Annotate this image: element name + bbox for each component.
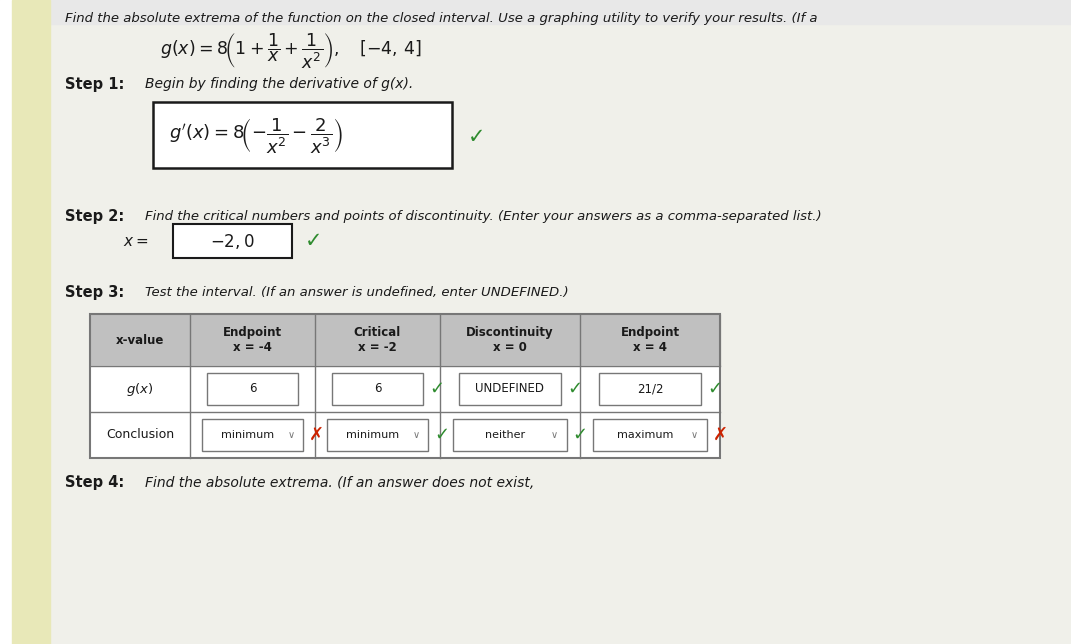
Bar <box>90 314 720 458</box>
Text: Find the absolute extrema. (If an answer does not exist,: Find the absolute extrema. (If an answer… <box>145 476 534 490</box>
FancyBboxPatch shape <box>332 373 423 405</box>
Text: ∨: ∨ <box>691 430 698 440</box>
Text: Conclusion: Conclusion <box>106 428 175 442</box>
Text: Endpoint
x = -4: Endpoint x = -4 <box>223 326 282 354</box>
Text: neither: neither <box>485 430 525 440</box>
Text: ∨: ∨ <box>552 430 558 440</box>
Text: ✗: ✗ <box>712 426 727 444</box>
Bar <box>0 0 12 644</box>
Text: Discontinuity
x = 0: Discontinuity x = 0 <box>466 326 554 354</box>
Text: $x =$: $x =$ <box>123 234 149 249</box>
Text: Critical
x = -2: Critical x = -2 <box>353 326 402 354</box>
Text: Test the interval. (If an answer is undefined, enter UNDEFINED.): Test the interval. (If an answer is unde… <box>145 285 569 299</box>
Text: Step 2:: Step 2: <box>65 209 124 223</box>
FancyBboxPatch shape <box>201 419 303 451</box>
Text: Step 4:: Step 4: <box>65 475 124 491</box>
Bar <box>90 314 720 366</box>
Text: $g'(x) = 8\!\left(-\dfrac{1}{x^2} - \dfrac{2}{x^3}\right)$: $g'(x) = 8\!\left(-\dfrac{1}{x^2} - \dfr… <box>169 115 344 155</box>
Text: 6: 6 <box>374 383 381 395</box>
Text: minimum: minimum <box>221 430 274 440</box>
Text: $g(x) = 8\!\left(1 + \dfrac{1}{x} + \dfrac{1}{x^2}\right),\quad [-4,\,4]$: $g(x) = 8\!\left(1 + \dfrac{1}{x} + \dfr… <box>160 30 422 70</box>
Text: ✓: ✓ <box>434 426 450 444</box>
Text: 21/2: 21/2 <box>637 383 663 395</box>
FancyBboxPatch shape <box>593 419 707 451</box>
Text: ∨: ∨ <box>412 430 420 440</box>
Text: UNDEFINED: UNDEFINED <box>476 383 544 395</box>
Text: $g(x)$: $g(x)$ <box>126 381 154 397</box>
Text: maximum: maximum <box>617 430 674 440</box>
Text: ✓: ✓ <box>305 231 322 251</box>
FancyBboxPatch shape <box>174 224 292 258</box>
Text: ✓: ✓ <box>429 380 444 398</box>
Text: ✓: ✓ <box>468 127 485 147</box>
Bar <box>90 366 720 412</box>
FancyBboxPatch shape <box>459 373 561 405</box>
FancyBboxPatch shape <box>327 419 428 451</box>
Text: ∨: ∨ <box>288 430 295 440</box>
Text: x-value: x-value <box>116 334 164 346</box>
Text: Find the critical numbers and points of discontinuity. (Enter your answers as a : Find the critical numbers and points of … <box>145 209 821 222</box>
Text: 6: 6 <box>248 383 256 395</box>
Text: ✗: ✗ <box>310 426 325 444</box>
Bar <box>0 0 1071 24</box>
Text: Step 1:: Step 1: <box>65 77 124 91</box>
FancyBboxPatch shape <box>207 373 298 405</box>
FancyBboxPatch shape <box>453 419 567 451</box>
FancyBboxPatch shape <box>599 373 702 405</box>
Text: ✓: ✓ <box>573 426 588 444</box>
Text: $-2,0$: $-2,0$ <box>210 231 255 251</box>
Text: Endpoint
x = 4: Endpoint x = 4 <box>620 326 680 354</box>
Text: ✓: ✓ <box>567 380 583 398</box>
Text: Find the absolute extrema of the function on the closed interval. Use a graphing: Find the absolute extrema of the functio… <box>65 12 817 24</box>
Text: minimum: minimum <box>346 430 399 440</box>
Text: Begin by finding the derivative of g(x).: Begin by finding the derivative of g(x). <box>145 77 413 91</box>
FancyBboxPatch shape <box>153 102 452 168</box>
Text: ✓: ✓ <box>707 380 722 398</box>
Bar <box>90 412 720 458</box>
Text: Step 3:: Step 3: <box>65 285 124 299</box>
Bar <box>12 0 50 644</box>
